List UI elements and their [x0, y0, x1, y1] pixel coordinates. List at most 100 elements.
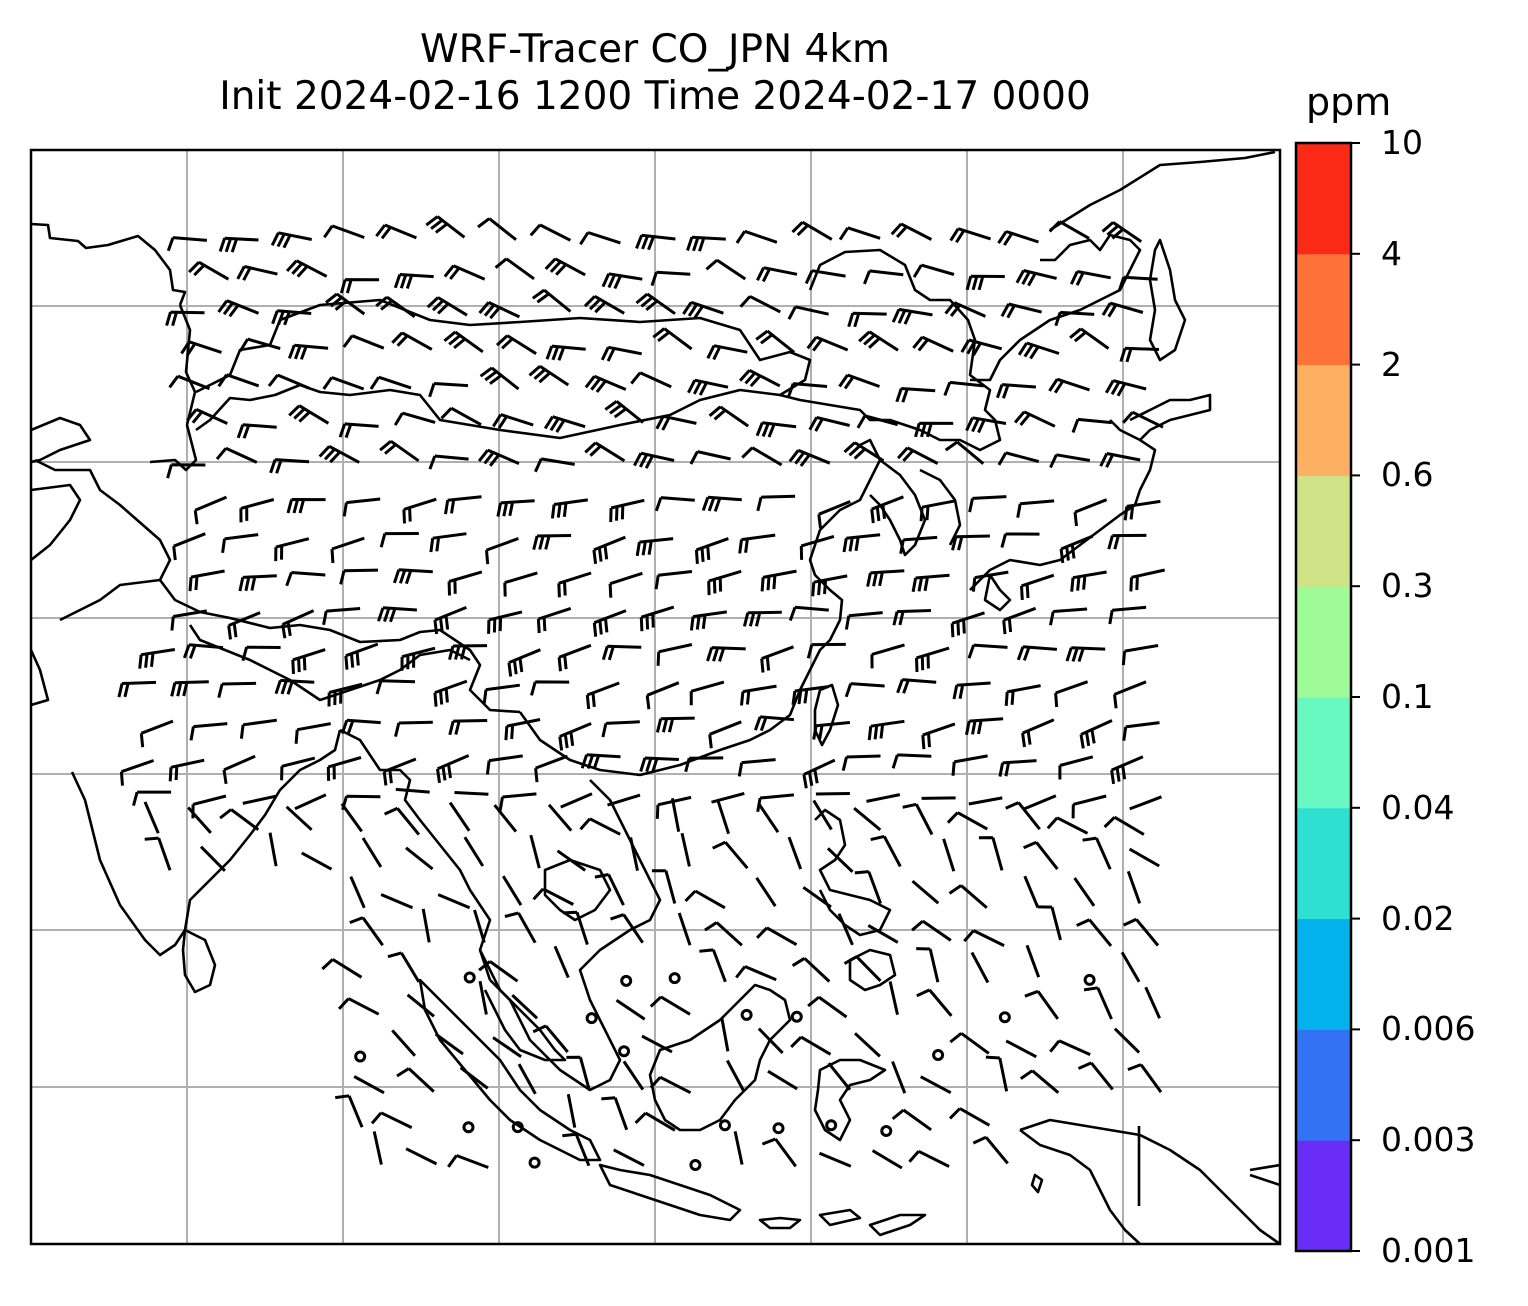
wind-barb	[139, 719, 174, 748]
wind-barb	[960, 338, 1003, 356]
wind-barb	[635, 537, 674, 557]
wind-barb	[854, 870, 883, 905]
wind-barb	[767, 1069, 798, 1091]
wind-barb	[965, 717, 1004, 736]
wind-barb	[870, 834, 902, 868]
wind-barb	[375, 295, 416, 319]
colorbar-segment	[1296, 1140, 1351, 1252]
wind-barb	[716, 800, 731, 835]
wind-barb	[787, 382, 828, 398]
border-russia-china-northeast	[779, 248, 1002, 452]
calm-wind-marker	[932, 1049, 945, 1062]
wind-barb	[896, 678, 937, 694]
wind-barb	[218, 236, 259, 253]
wind-barb	[895, 387, 936, 403]
wind-barb	[400, 646, 436, 671]
wind-barb	[285, 571, 326, 587]
wind-barb	[221, 533, 259, 554]
wind-barb	[971, 570, 1009, 592]
wind-barb	[968, 796, 1003, 806]
wind-barb	[1120, 951, 1141, 983]
wind-barb	[684, 756, 724, 773]
map-title: WRF-Tracer CO_JPN 4km Init 2024-02-16 12…	[30, 26, 1280, 120]
wind-barb	[826, 847, 854, 873]
wind-barb	[601, 1096, 629, 1131]
wind-barb	[1122, 410, 1164, 429]
wind-barb	[912, 335, 954, 353]
wind-barb	[119, 759, 155, 786]
wind-barb	[236, 265, 278, 281]
wind-barb	[168, 374, 211, 391]
colorbar-tick-label: 0.3	[1381, 566, 1434, 606]
wind-barb	[436, 754, 470, 784]
wind-barb	[863, 269, 904, 285]
wind-barb	[342, 334, 385, 350]
coastline-sulawesi	[813, 1058, 887, 1142]
wind-barb	[498, 792, 537, 812]
wind-barb	[187, 806, 212, 834]
wind-barb	[1129, 568, 1166, 592]
wind-barb	[274, 678, 315, 695]
wind-barb	[280, 756, 316, 781]
wind-barb	[1054, 680, 1089, 708]
wind-barb	[287, 343, 329, 360]
wind-barb	[1049, 607, 1088, 626]
wind-barb	[689, 680, 725, 706]
wind-barb	[867, 719, 905, 741]
wind-barb	[694, 537, 729, 565]
wind-barb	[241, 645, 281, 662]
wind-barb	[239, 718, 278, 739]
wind-barb	[1019, 1069, 1060, 1094]
wind-barb	[892, 609, 932, 626]
wind-barb	[680, 832, 691, 867]
wind-barb	[339, 278, 380, 294]
wind-barb	[433, 679, 468, 707]
wind-barb	[440, 406, 482, 427]
wind-barb	[532, 1024, 569, 1053]
wind-barb	[844, 682, 885, 698]
wind-barb	[841, 754, 881, 771]
coastline-borneo	[648, 983, 792, 1132]
wind-barb	[641, 1034, 673, 1054]
wind-barb	[651, 869, 677, 904]
wind-barb	[340, 718, 381, 735]
wind-barb	[740, 684, 777, 706]
wind-barb	[997, 230, 1039, 246]
wind-barb	[227, 611, 261, 640]
calm-wind-marker	[354, 1050, 367, 1063]
calm-wind-marker	[825, 1119, 838, 1132]
wind-barb	[656, 643, 693, 666]
wind-barb	[188, 569, 225, 592]
coastline-sumatra	[418, 978, 602, 1162]
wind-barb	[494, 257, 535, 281]
wind-barb	[891, 753, 932, 769]
coastline-okhotsk-kamchatka	[1049, 150, 1276, 232]
wind-barb	[635, 292, 676, 315]
wind-barb	[340, 802, 363, 833]
wind-barb	[633, 451, 675, 469]
colorbar-segment	[1296, 586, 1351, 698]
wind-barb	[447, 570, 483, 596]
wind-barb	[485, 537, 519, 565]
colorbar-tick-label: 0.1	[1381, 677, 1434, 716]
wind-barb	[138, 648, 176, 669]
wind-barb	[725, 1059, 745, 1092]
wind-barb	[806, 642, 846, 659]
wind-barb	[566, 1093, 577, 1128]
wind-barb	[706, 646, 746, 662]
wind-barb	[239, 498, 275, 523]
calm-wind-marker	[740, 1008, 753, 1021]
wind-barb	[615, 998, 646, 1021]
coastline-japan-honshu	[969, 419, 1157, 591]
wind-barb	[321, 958, 363, 979]
calm-wind-marker	[463, 971, 476, 984]
wind-barb	[1005, 1039, 1038, 1059]
map-frame	[29, 148, 1282, 1246]
wind-barb	[318, 444, 360, 464]
wind-barb	[843, 955, 882, 982]
coastline-sakhalin	[1148, 238, 1187, 362]
coastline-japan-kyushu	[983, 573, 1012, 612]
wind-barb	[802, 758, 836, 789]
wind-barb	[634, 1111, 676, 1132]
wind-barb	[557, 643, 592, 672]
